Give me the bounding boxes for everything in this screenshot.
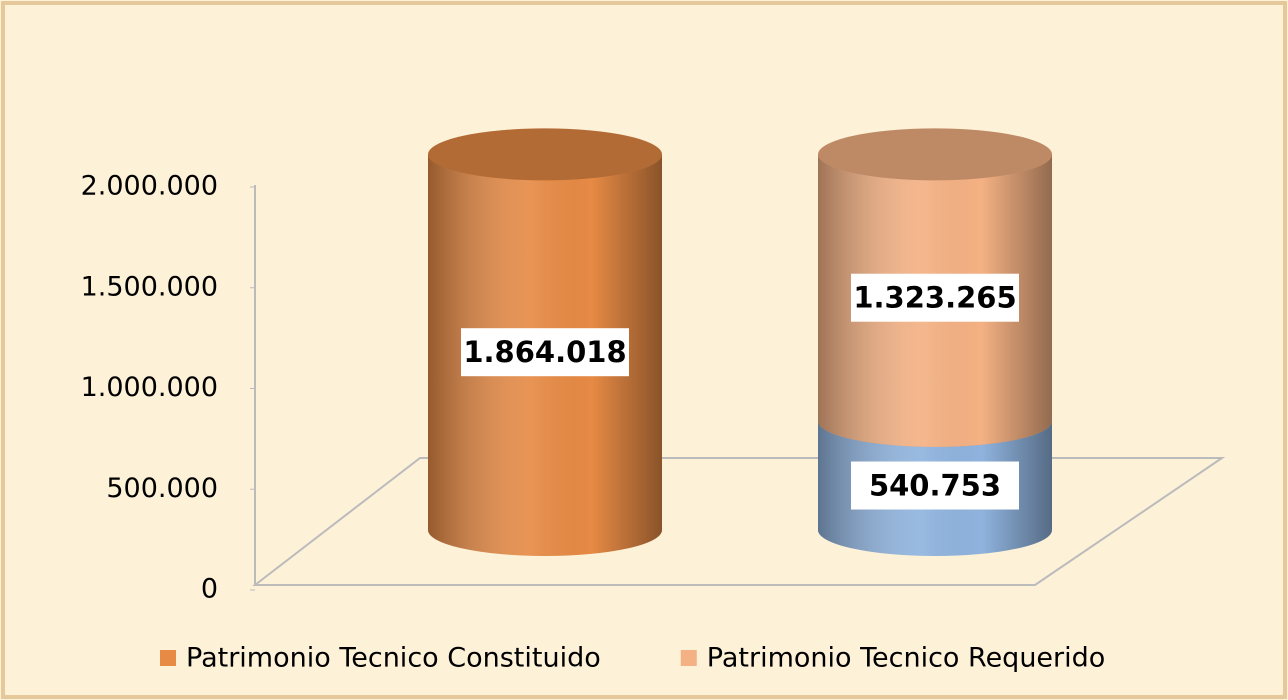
y-tick-label: 1.500.000: [81, 271, 218, 302]
y-tick-label: 500.000: [106, 473, 218, 504]
value-label: 1.864.018: [463, 335, 626, 369]
y-tick-label: 2.000.000: [81, 171, 218, 202]
cylinder-top: [428, 128, 662, 181]
legend-label: Patrimonio Tecnico Requerido: [707, 643, 1106, 674]
value-label: 1.323.265: [853, 281, 1016, 315]
value-label-box: [851, 461, 1019, 510]
cylinder-top-shade: [428, 128, 662, 181]
y-tick-label: 1.000.000: [81, 372, 218, 403]
value-label: 540.753: [869, 469, 1001, 503]
legend-label: Patrimonio Tecnico Constituido: [186, 643, 601, 674]
value-label-box: [851, 273, 1019, 322]
value-label-box: [461, 328, 629, 377]
cylinder-top: [818, 128, 1052, 181]
cylinder-top-shade: [818, 128, 1052, 181]
y-tick-label: 0: [201, 574, 218, 605]
floor: [252, 457, 1226, 586]
legend-swatch: [680, 650, 697, 666]
legend-swatch: [160, 650, 176, 666]
